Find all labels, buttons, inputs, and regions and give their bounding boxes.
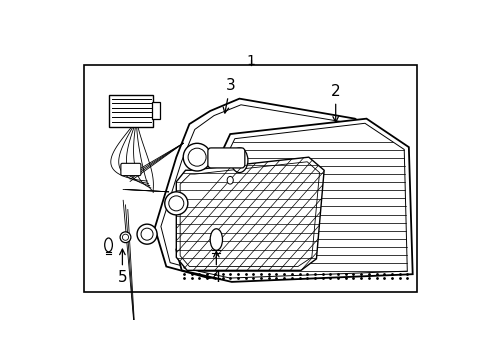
Ellipse shape (188, 148, 205, 166)
FancyBboxPatch shape (109, 95, 153, 127)
Ellipse shape (183, 143, 210, 171)
Bar (152, 102, 160, 119)
Ellipse shape (226, 176, 233, 184)
Polygon shape (176, 119, 412, 282)
Ellipse shape (164, 192, 187, 215)
Ellipse shape (120, 232, 131, 243)
Ellipse shape (104, 238, 112, 252)
FancyBboxPatch shape (207, 148, 244, 168)
Bar (84, 65, 416, 292)
FancyBboxPatch shape (121, 163, 141, 176)
Ellipse shape (122, 234, 128, 240)
Text: 4: 4 (211, 251, 221, 285)
Text: 2: 2 (330, 84, 340, 122)
Ellipse shape (137, 224, 157, 244)
Ellipse shape (230, 148, 247, 172)
Ellipse shape (168, 196, 183, 211)
Ellipse shape (141, 228, 153, 240)
Ellipse shape (210, 229, 222, 250)
Text: 1: 1 (246, 54, 255, 68)
Polygon shape (176, 157, 324, 270)
Text: 3: 3 (223, 78, 235, 113)
Text: 5: 5 (117, 249, 127, 285)
Polygon shape (154, 99, 381, 278)
